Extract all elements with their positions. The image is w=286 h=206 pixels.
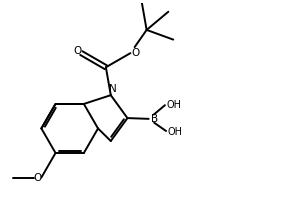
Text: N: N <box>109 84 117 94</box>
Text: OH: OH <box>168 127 183 137</box>
Text: O: O <box>73 47 81 56</box>
Text: B: B <box>151 114 158 124</box>
Text: OH: OH <box>167 99 182 110</box>
Text: O: O <box>33 172 41 183</box>
Text: O: O <box>131 48 139 58</box>
